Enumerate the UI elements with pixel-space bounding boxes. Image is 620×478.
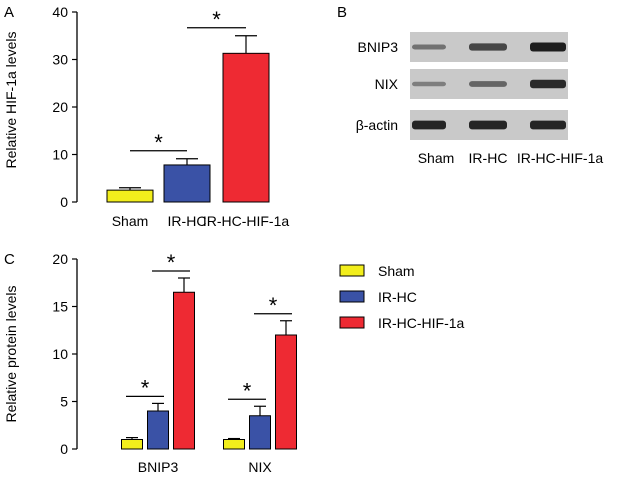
chart-a-bar xyxy=(106,189,154,203)
chart-c-bar xyxy=(223,439,245,450)
chart-c-bar xyxy=(121,439,143,450)
chart-a-y-tick-label: 20 xyxy=(52,99,68,115)
chart-c-significance-star: * xyxy=(243,378,252,403)
western-blot: BNIP3 NIX β-actin Sham IR-HC IR-HC-HIF-1a xyxy=(356,32,604,166)
chart-a-significance-star: * xyxy=(212,7,221,32)
blot-band xyxy=(530,79,566,89)
blot-band xyxy=(469,81,507,87)
blot-band xyxy=(412,120,446,130)
blot-band xyxy=(412,44,446,50)
chart-c-y-tick-label: 10 xyxy=(52,346,68,362)
chart-c-bar xyxy=(173,291,195,450)
chart-a-x-tick-label: IR-HC-HIF-1a xyxy=(203,213,290,229)
panel-label-c: C xyxy=(4,251,15,268)
chart-c: Relative protein levels 0 5 10 15 20 BNIP3 * * N… xyxy=(3,250,297,475)
chart-c-significance-star: * xyxy=(269,293,278,318)
chart-a-y-tick-label: 40 xyxy=(52,4,68,20)
chart-c-bar xyxy=(275,334,297,450)
chart-a-y-axis-label: Relative HIF-1a levels xyxy=(3,32,19,169)
blot-lane-label: Sham xyxy=(418,150,455,166)
chart-a-x-tick-label: IR-HC xyxy=(168,213,207,229)
chart-c-x-tick-label: BNIP3 xyxy=(138,459,179,475)
panel-label-a: A xyxy=(4,4,14,21)
blot-band xyxy=(469,43,507,51)
chart-c-y-tick-label: 5 xyxy=(60,394,68,410)
blot-band xyxy=(469,120,507,130)
blot-lane-label: IR-HC-HIF-1a xyxy=(517,150,604,166)
legend-label: IR-HC-HIF-1a xyxy=(378,315,465,331)
chart-a-y-tick-label: 0 xyxy=(60,194,68,210)
legend-swatch xyxy=(339,316,365,329)
legend-label: Sham xyxy=(378,263,415,279)
panel-label-b: B xyxy=(337,4,347,21)
chart-c-bar xyxy=(249,415,271,450)
blot-band xyxy=(530,120,566,130)
chart-c-significance-star: * xyxy=(141,375,150,400)
blot-band xyxy=(412,81,446,87)
legend-label: IR-HC xyxy=(378,289,417,305)
blot-row-label: BNIP3 xyxy=(358,39,399,55)
chart-a-significance-star: * xyxy=(154,130,163,155)
chart-a-y-tick-label: 30 xyxy=(52,52,68,68)
chart-c-y-tick-label: 20 xyxy=(52,251,68,267)
legend-swatch xyxy=(339,290,365,303)
chart-c-y-axis-label: Relative protein levels xyxy=(3,286,19,423)
blot-row-label: NIX xyxy=(375,76,399,92)
chart-c-significance-star: * xyxy=(167,250,176,275)
chart-a: Relative HIF-1a levels 0 10 20 30 40 Sham IR-H… xyxy=(3,4,289,229)
chart-a-bar xyxy=(163,164,211,203)
chart-a-x-tick-label: Sham xyxy=(112,213,149,229)
chart-a-y-tick-label: 10 xyxy=(52,147,68,163)
chart-a-bar xyxy=(222,52,270,203)
blot-lane-label: IR-HC xyxy=(469,150,508,166)
blot-band xyxy=(530,42,566,52)
chart-c-x-tick-label: NIX xyxy=(248,459,272,475)
chart-c-y-tick-label: 15 xyxy=(52,299,68,315)
blot-row-label: β-actin xyxy=(356,117,398,133)
legend-swatch xyxy=(339,264,365,277)
legend: Sham IR-HC IR-HC-HIF-1a xyxy=(339,263,465,331)
chart-c-bar xyxy=(147,410,169,450)
chart-c-y-tick-label: 0 xyxy=(60,441,68,457)
